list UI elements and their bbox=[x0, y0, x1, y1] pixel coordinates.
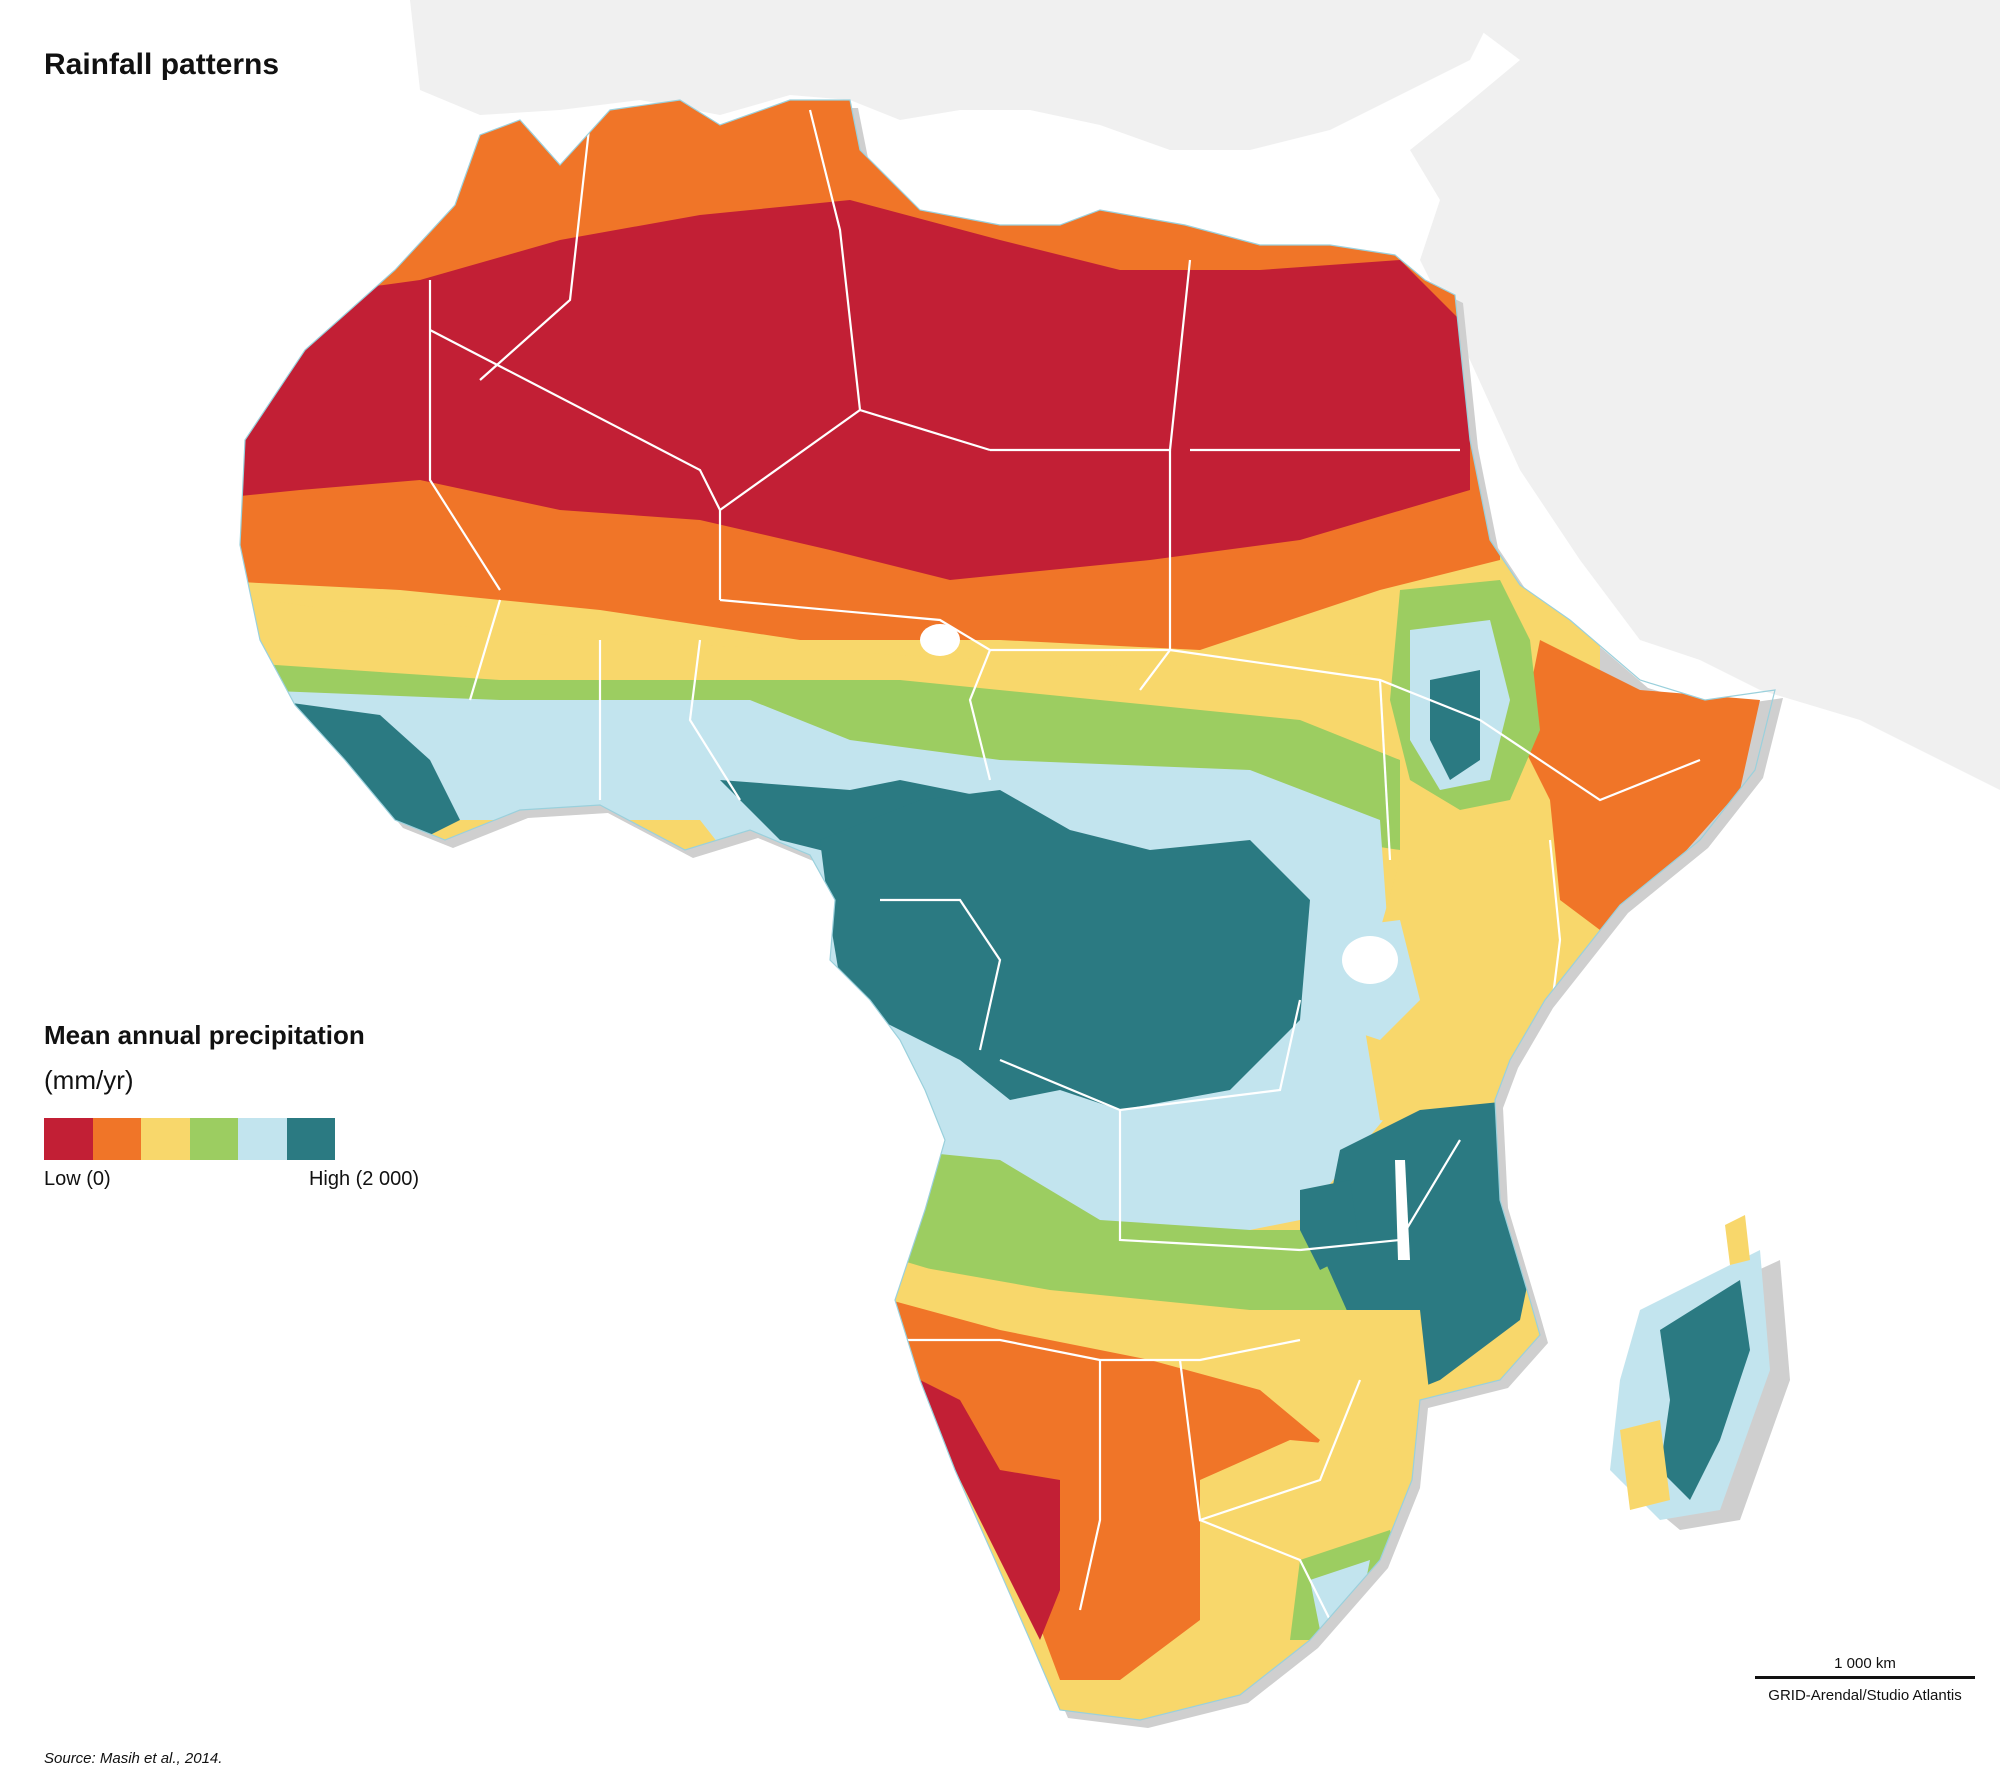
legend-low-label: Low (0) bbox=[44, 1168, 111, 1190]
country-borders bbox=[428, 109, 1701, 1641]
legend-high-label: High (2 000) bbox=[308, 1168, 419, 1190]
legend-color-bar bbox=[44, 1118, 335, 1160]
scale-bar-line bbox=[1755, 1676, 1975, 1679]
madagascar bbox=[1610, 1215, 1770, 1520]
zone-southern-green bbox=[900, 1150, 1420, 1330]
scale-bar-label: 1 000 km bbox=[1834, 1655, 1896, 1672]
legend-unit: (mm/yr) bbox=[44, 1065, 134, 1095]
legend-ends: Low (0) High (2 000) bbox=[44, 1168, 419, 1191]
map-title: Rainfall patterns bbox=[44, 48, 280, 81]
zone-ethiopia-teal bbox=[1430, 670, 1480, 780]
legend-swatch-2 bbox=[92, 1118, 141, 1160]
source-note: Source: Masih et al., 2014. bbox=[44, 1750, 223, 1767]
legend-swatch-4 bbox=[189, 1118, 238, 1160]
zone-sahara-red bbox=[240, 200, 1470, 580]
middle-east-landmass bbox=[1410, 0, 2000, 790]
lake-chad bbox=[920, 624, 960, 656]
europe-landmass bbox=[410, 0, 1500, 150]
zone-eastafrica-yellow bbox=[1360, 840, 1560, 1130]
legend-swatch-1 bbox=[44, 1118, 93, 1160]
lake-victoria bbox=[1342, 936, 1398, 984]
zone-kalahari-orange bbox=[890, 1300, 1320, 1680]
legend-swatch-5 bbox=[238, 1118, 287, 1160]
lake-malawi bbox=[1395, 1160, 1410, 1260]
legend-swatch-6 bbox=[286, 1118, 335, 1160]
legend-title: Mean annual precipitation bbox=[44, 1020, 365, 1050]
zone-congo-teal bbox=[820, 790, 1310, 1110]
map-credit: GRID-Arendal/Studio Atlantis bbox=[1768, 1687, 1962, 1704]
legend-swatch-3 bbox=[141, 1118, 190, 1160]
scale-bar: 1 000 km GRID-Arendal/Studio Atlantis bbox=[1755, 1655, 1975, 1704]
legend: Mean annual precipitation (mm/yr) Low (0… bbox=[44, 1020, 464, 1191]
